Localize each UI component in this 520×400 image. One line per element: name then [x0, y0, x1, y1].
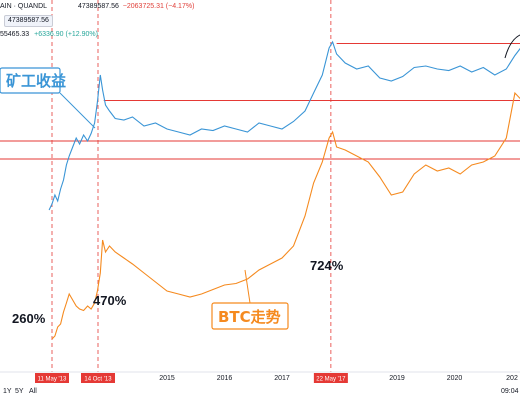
- btc-value: 55465.33: [0, 31, 30, 38]
- date-badge: [35, 373, 69, 383]
- x-tick-label: 2020: [447, 375, 463, 382]
- range-all-button[interactable]: All: [29, 388, 37, 395]
- price-badge: 47389587.56: [4, 15, 53, 27]
- date-badge-label: 22 May '17: [316, 377, 346, 383]
- symbol-change: −2063725.31 (−4.17%): [122, 3, 195, 10]
- date-badge: [313, 373, 348, 383]
- pct-annotation: 260%: [12, 311, 46, 326]
- mining-revenue-line: [48, 40, 520, 211]
- highlight-circle: [504, 34, 520, 59]
- symbol-header: AIN · QUANDL: [0, 3, 47, 10]
- x-tick-label: 202: [506, 375, 518, 382]
- pct-annotation: 724%: [310, 258, 344, 273]
- range-1y-button[interactable]: 1Y: [3, 388, 12, 395]
- btc-label-box: [211, 302, 289, 330]
- x-tick-label: 2019: [389, 375, 405, 382]
- mining-label: 矿工收益: [6, 72, 66, 90]
- resistance-lines: [0, 43, 520, 160]
- pct-annotation: 470%: [93, 293, 127, 308]
- btc-change: +6336.90 (+12.90%): [34, 31, 98, 38]
- date-badge-label: 11 May '13: [38, 377, 67, 383]
- mining-callout-arrow: [59, 92, 96, 129]
- btc-label: BTC走势: [218, 308, 281, 326]
- date-badges: 11 May '13 14 Oct '13 22 May '17: [35, 373, 348, 383]
- symbol-name[interactable]: AIN · QUANDL: [0, 3, 48, 10]
- x-tick-label: 2016: [217, 375, 233, 382]
- btc-quote: 55465.33 +6336.90 (+12.90%): [0, 30, 101, 40]
- date-badge: [81, 373, 115, 383]
- range-5y-button[interactable]: 5Y: [15, 388, 24, 395]
- date-badge-label: 14 Oct '13: [84, 377, 112, 383]
- btc-callout-arrow: [244, 269, 251, 304]
- time-readout: 09:04: [501, 388, 519, 395]
- btc-price-line: [51, 91, 520, 340]
- x-tick-label: 2015: [159, 375, 175, 382]
- mining-label-box: [0, 67, 61, 94]
- x-tick-label: 2017: [274, 375, 290, 382]
- symbol-quote: 47389587.56 −2063725.31 (−4.17%): [78, 3, 194, 10]
- symbol-value: 47389587.56: [78, 3, 119, 10]
